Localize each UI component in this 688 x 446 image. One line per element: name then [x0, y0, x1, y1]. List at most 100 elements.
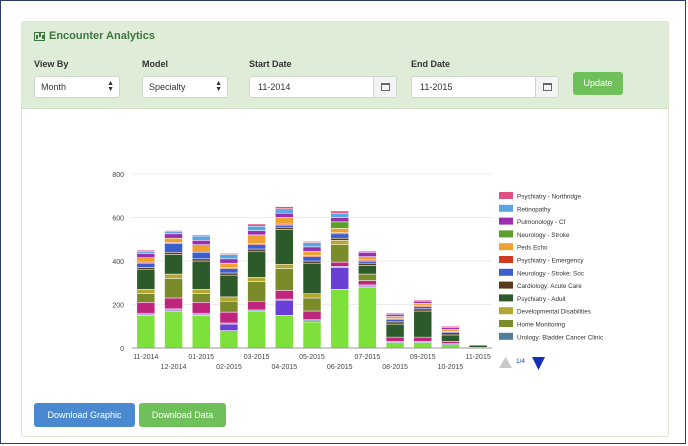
y-tick-label: 400 [112, 259, 124, 266]
end-date-value: 11-2015 [420, 82, 453, 92]
legend-swatch [499, 320, 513, 327]
bar-segment [413, 299, 433, 302]
bar-segment [164, 233, 183, 239]
bar-segment [219, 330, 239, 349]
bar-segment [358, 252, 377, 257]
bar-segment [413, 308, 433, 312]
legend-label: Developmental Disabilities [517, 309, 591, 316]
bar-segment [275, 268, 294, 291]
legend-label: Home Monitoring [517, 322, 565, 329]
bar-segment [191, 302, 211, 314]
download-data-button[interactable]: Download Data [139, 403, 226, 427]
y-tick-label: 600 [112, 216, 124, 223]
bar-segment [191, 260, 211, 290]
legend-swatch [499, 294, 513, 302]
model-select[interactable]: Specialty ▲ ▼ [142, 76, 228, 98]
x-tick-label: 04-2015 [271, 364, 297, 371]
start-date-input[interactable]: 11-2014 [249, 76, 397, 98]
legend-label: Neurology - Stroke: Soc [517, 270, 584, 277]
bar-segment [413, 303, 433, 306]
select-arrows-icon: ▲ ▼ [215, 80, 222, 93]
bar-segment [136, 249, 156, 252]
pager-text: 1/4 [516, 358, 525, 365]
update-button[interactable]: Update [573, 72, 623, 95]
bar-segment [136, 257, 156, 263]
bar-segment [275, 208, 294, 214]
bar-segment [330, 237, 349, 241]
bar-segment [247, 250, 266, 278]
bar-segment [302, 241, 322, 243]
bar-segment [191, 293, 211, 303]
bar-segment [302, 262, 322, 294]
bar-segment [136, 262, 156, 268]
x-tick-label: 01-2015 [188, 354, 214, 361]
calendar-icon[interactable] [535, 77, 558, 97]
bar-segment [136, 253, 156, 258]
panel-header: Encounter Analytics View By Month ▲ ▼ Mod… [22, 22, 668, 109]
bar-segment [219, 272, 239, 276]
bar-segment [358, 265, 377, 275]
x-tick-label: 05-2015 [299, 354, 325, 361]
bar-segment [413, 300, 433, 304]
start-date-label: Start Date [249, 59, 292, 69]
bar-segment [275, 264, 294, 269]
bar-segment [275, 299, 294, 316]
bar-segment [330, 261, 349, 267]
panel-title-text: Encounter Analytics [49, 30, 155, 42]
view-by-select[interactable]: Month ▲ ▼ [34, 76, 120, 98]
bar-segment [164, 273, 183, 279]
bar-segment [358, 280, 377, 286]
bar-segment [191, 235, 211, 241]
y-tick-label: 0 [120, 346, 124, 353]
bar-segment [136, 267, 156, 270]
bar-segment [136, 293, 156, 303]
legend-swatch [499, 230, 513, 238]
bar-segment [330, 217, 349, 223]
bar-segment [164, 297, 183, 310]
legend-swatch [499, 243, 513, 251]
bar-segment [247, 234, 266, 244]
legend-swatch [499, 256, 513, 263]
bar-segment [136, 302, 156, 314]
bar-segment [191, 234, 211, 237]
bar-segment [136, 269, 156, 290]
select-arrows-icon: ▲ ▼ [107, 80, 114, 93]
bar-segment [441, 341, 460, 344]
x-tick-label: 11-2015 [466, 354, 491, 361]
bar-segment [247, 244, 266, 250]
bar-segment [413, 342, 433, 349]
y-tick-label: 200 [112, 303, 124, 310]
bar-segment [191, 258, 211, 262]
bar-segment [164, 243, 183, 253]
bar-segment [191, 289, 211, 294]
bar-segment [247, 225, 266, 231]
bar-segment [275, 224, 294, 228]
bar-segment [191, 240, 211, 245]
bar-segment [275, 212, 294, 218]
legend-swatch [499, 281, 513, 289]
pager-up-arrow [499, 357, 512, 368]
bar-segment [219, 268, 239, 274]
panel-title: Encounter Analytics [34, 30, 155, 42]
bar-segment [136, 289, 156, 294]
bar-segment [468, 344, 488, 348]
bar-segment [330, 228, 349, 233]
bar-segment [358, 286, 377, 349]
end-date-label: End Date [411, 59, 451, 69]
bar-segment [385, 323, 405, 338]
calendar-icon[interactable] [373, 77, 396, 97]
bar-segment [413, 306, 433, 310]
bar-segment [302, 293, 322, 299]
x-tick-label: 07-2015 [355, 354, 381, 361]
bar-segment [302, 242, 322, 248]
legend-label: Psychiatry - Adult [517, 296, 566, 303]
bar-segment [302, 256, 322, 262]
bar-segment [219, 262, 239, 268]
bar-segment [358, 273, 377, 281]
bar-segment [302, 310, 322, 320]
end-date-input[interactable]: 11-2015 [411, 76, 559, 98]
legend-label: Retinopathy [517, 206, 551, 213]
bar-segment [219, 300, 239, 313]
download-graphic-button[interactable]: Download Graphic [34, 403, 135, 427]
